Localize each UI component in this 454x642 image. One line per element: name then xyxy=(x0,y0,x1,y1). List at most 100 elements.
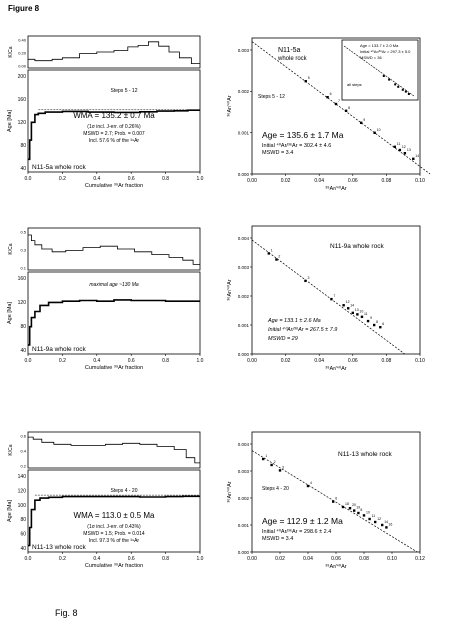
annotation-line: MSWD = 2.7; Prob. = 0.007 xyxy=(83,131,145,137)
point-label: 7 xyxy=(333,294,335,298)
point-label: 20 xyxy=(352,503,356,507)
x-axis-label: Cumulative ³⁹Ar fraction xyxy=(85,562,143,569)
y-axis-label: ³⁶Ar/⁴⁰Ar xyxy=(226,279,233,300)
point-label: 11 xyxy=(397,142,401,146)
annotation-line: Incl. 97.3 % of the ³⁹Ar xyxy=(89,538,140,544)
x-tick-label: 0.6 xyxy=(128,358,135,364)
x-tick-label: 1.0 xyxy=(197,176,204,182)
y-tick-label: 0.000 xyxy=(238,352,250,357)
point-label: 3 xyxy=(307,276,309,280)
x-tick-label: 0.02 xyxy=(281,358,291,364)
age-tick-label: 160 xyxy=(18,97,27,103)
isochron-point xyxy=(412,157,415,160)
isochron-point xyxy=(368,517,371,521)
isochron-frame xyxy=(251,37,421,175)
point-label: 11 xyxy=(364,312,368,316)
annotation-line: Initial ⁴⁰Ar/³⁶Ar = 302.4 ± 4.6 xyxy=(262,142,331,149)
isochron-point xyxy=(366,319,370,323)
isochron-point xyxy=(348,507,352,510)
age-spectrum xyxy=(28,495,200,547)
x-tick-label: 0.10 xyxy=(387,556,397,562)
kca-spectrum xyxy=(28,436,200,464)
point-label: 5 xyxy=(308,76,310,80)
x-tick-label: 0.2 xyxy=(59,176,66,182)
annotation-line: MSWD = 3.4 xyxy=(262,150,293,156)
sample-label: N11-13 whole rock xyxy=(32,544,86,551)
isochron-title: N11-9a whole rock xyxy=(330,243,384,250)
x-tick-label: 0.04 xyxy=(314,358,324,364)
age-tick-label: 80 xyxy=(20,517,26,523)
isochron-point xyxy=(403,152,407,155)
isochron-point xyxy=(356,313,359,316)
point-label: 4 xyxy=(310,481,312,485)
sample-label: N11-5a whole rock xyxy=(32,164,86,171)
isochron-point xyxy=(334,102,338,106)
point-label: 10 xyxy=(377,128,381,132)
x-tick-label: 0.8 xyxy=(162,358,169,364)
isochron-point xyxy=(385,526,388,529)
point-label: 10 xyxy=(359,309,363,313)
isochron-point xyxy=(304,279,307,283)
x-tick-label: 0.04 xyxy=(303,556,313,562)
x-tick-label: 0.10 xyxy=(415,178,425,184)
point-label: 13 xyxy=(355,308,359,312)
age-tick-label: 40 xyxy=(20,546,26,552)
age-frame xyxy=(27,69,201,173)
kca-spectrum xyxy=(28,234,200,265)
annotation-line: MSWD = 1.5; Prob. = 0.014 xyxy=(83,531,145,537)
point-label: 12 xyxy=(402,145,406,149)
age-axis-label: Age [Ma] xyxy=(7,500,13,522)
x-axis-label: Cumulative ³⁹Ar fraction xyxy=(85,364,143,371)
annotation-line: MSWD = 29 xyxy=(268,336,298,342)
inset-point xyxy=(401,88,404,91)
y-tick-label: 0.004 xyxy=(238,442,250,447)
x-tick-label: 0.08 xyxy=(359,556,369,562)
x-tick-label: 0.0 xyxy=(25,556,32,562)
age-tick-label: 140 xyxy=(18,474,27,480)
point-label: 8 xyxy=(360,508,362,512)
point-label: 2 xyxy=(274,460,276,464)
annotation-line: (1σ incl. J-err. of 0.43%) xyxy=(87,524,141,530)
y-tick-label: 0.003 xyxy=(238,48,250,53)
x-tick-label: 0.00 xyxy=(247,358,257,364)
x-tick-label: 1.0 xyxy=(197,556,204,562)
x-tick-label: 0.10 xyxy=(415,358,425,364)
x-tick-label: 0.04 xyxy=(314,178,324,184)
age-tick-label: 200 xyxy=(18,74,27,80)
point-label: 9 xyxy=(370,316,372,320)
isochron-point xyxy=(351,311,354,315)
inset-annotation: MSWD = 36 xyxy=(360,55,382,60)
x-tick-label: 0.02 xyxy=(275,556,285,562)
isochron-title: N11-13 whole rock xyxy=(338,451,392,458)
y-tick-label: 0.000 xyxy=(238,172,250,177)
x-tick-label: 0.06 xyxy=(348,178,358,184)
kca-frame xyxy=(27,227,201,271)
point-label: 12 xyxy=(377,517,381,521)
age-tick-label: 120 xyxy=(18,120,27,126)
x-tick-label: 0.0 xyxy=(25,176,32,182)
annotation-line: Incl. 57.6 % of the ³⁹Ar xyxy=(89,138,140,144)
figure-caption: Fig. 8 xyxy=(55,608,78,618)
point-label: 14 xyxy=(350,303,354,307)
age-tick-label: 80 xyxy=(20,143,26,149)
age-frame xyxy=(27,469,201,553)
y-tick-label: 0.001 xyxy=(238,130,250,135)
steps-label: Steps 4 - 20 xyxy=(111,488,138,494)
isochron-point xyxy=(306,484,310,488)
weighted-mean-age: WMA = 135.2 ± 0.7 Ma xyxy=(73,111,155,120)
isochron-point xyxy=(262,457,265,461)
inset-point xyxy=(407,93,410,95)
age-tick-label: 160 xyxy=(18,276,27,282)
kca-spectrum xyxy=(28,41,200,64)
inset-point xyxy=(382,75,385,77)
y-axis-label: ³⁶Ar/⁴⁰Ar xyxy=(226,481,233,502)
isochron-point xyxy=(267,252,270,255)
isochron-age: Age = 133.1 ± 2.6 Ma xyxy=(267,318,321,324)
x-tick-label: 0.4 xyxy=(93,176,100,182)
age-axis-label: Age [Ma] xyxy=(7,110,13,132)
figure-title: Figure 8 xyxy=(8,4,40,13)
age-tick-label: 60 xyxy=(20,532,26,538)
age-tick-label: 120 xyxy=(18,488,27,494)
point-label: 6 xyxy=(382,322,384,326)
isochron-point xyxy=(347,307,350,310)
